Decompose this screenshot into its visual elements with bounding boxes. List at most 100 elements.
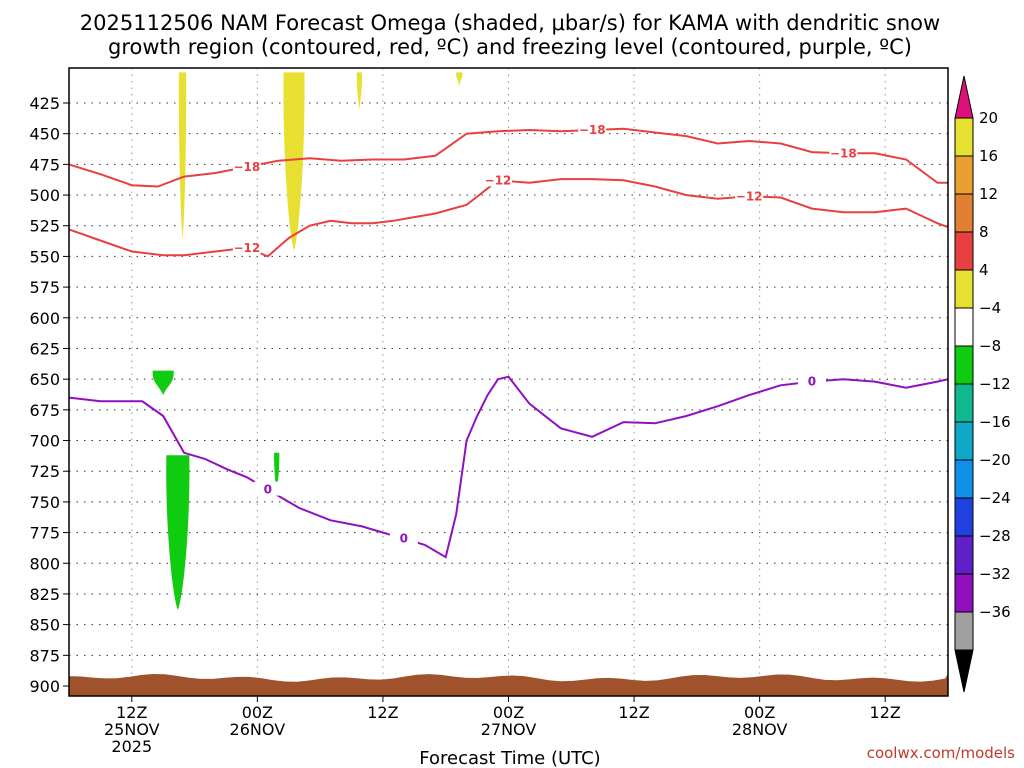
y-tick-label: 475	[29, 155, 60, 174]
colorbar-bin	[954, 535, 974, 575]
y-tick-label: 900	[29, 677, 60, 696]
x-tick-label: 12Z	[618, 703, 649, 722]
y-tick-label: 800	[29, 554, 60, 573]
omega-shade-region	[152, 370, 174, 396]
contours: −18 −18 −18 −12 −12 −12 0 0 0	[69, 122, 948, 559]
omega-shading	[152, 72, 463, 610]
colorbar-label: −8	[979, 337, 1001, 355]
x-tick-label: 2025	[111, 737, 152, 756]
omega-shade-region	[356, 72, 363, 110]
contour-label: −12	[485, 173, 512, 187]
colorbar-label: 16	[979, 147, 998, 165]
colorbar-label: 20	[979, 109, 998, 127]
contour-label: −18	[234, 160, 261, 174]
colorbar-label: −32	[979, 565, 1011, 583]
contour-label-bg	[484, 172, 513, 187]
chart-title-line-1: 2025112506 NAM Forecast Omega (shaded, μ…	[80, 11, 940, 35]
x-tick-label: 12Z	[367, 703, 398, 722]
colorbar-bin	[954, 345, 974, 385]
contour-line	[69, 375, 948, 559]
y-tick-label: 600	[29, 309, 60, 328]
x-tick-label: 26NOV	[230, 720, 286, 739]
colorbar-label: 4	[979, 261, 989, 279]
colorbar-bin	[954, 307, 974, 347]
x-axis-title: Forecast Time (UTC)	[419, 748, 600, 768]
colorbar-label: −4	[979, 299, 1001, 317]
contour-label: −12	[736, 189, 763, 203]
contour-label-bg	[253, 481, 282, 496]
x-tick-label: 00Z	[744, 703, 775, 722]
y-tick-label: 750	[29, 493, 60, 512]
colorbar-bin	[954, 459, 974, 499]
y-tick-label: 675	[29, 401, 60, 420]
colorbar-bin	[954, 231, 974, 271]
x-tick-label: 27NOV	[481, 720, 537, 739]
contour-label: 0	[808, 375, 816, 389]
contour-line	[69, 178, 948, 258]
omega-shade-region	[178, 72, 187, 239]
y-tick-label: 725	[29, 462, 60, 481]
omega-shade-region	[166, 455, 190, 610]
y-tick-label: 700	[29, 432, 60, 451]
x-tick-label: 00Z	[493, 703, 524, 722]
colorbar-bin	[954, 117, 974, 157]
y-tick-label: 875	[29, 646, 60, 665]
y-tick-label: 775	[29, 524, 60, 543]
y-tick-label: 425	[29, 94, 60, 113]
y-tick-label: 625	[29, 339, 60, 358]
colorbar-bin	[954, 497, 974, 537]
omega-shade-region	[274, 452, 280, 493]
y-tick-label: 850	[29, 616, 60, 635]
y-tick-label: 525	[29, 217, 60, 236]
contour-label: 0	[264, 483, 272, 497]
contour-label-bg	[797, 373, 826, 388]
credit-text: coolwx.com/models	[867, 744, 1015, 762]
colorbar-label: −16	[979, 413, 1011, 431]
contour-label: −18	[830, 146, 857, 160]
contour-line	[69, 127, 948, 188]
terrain	[69, 673, 948, 696]
y-tick-label: 500	[29, 186, 60, 205]
contour-label: −12	[234, 241, 261, 255]
terrain-band	[69, 673, 948, 696]
colorbar-top-arrow	[954, 75, 974, 119]
x-tick-label: 25NOV	[104, 720, 160, 739]
y-tick-label: 450	[29, 125, 60, 144]
contour-label-bg	[829, 145, 858, 160]
contour-label-bg	[232, 158, 261, 173]
y-tick-label: 550	[29, 247, 60, 266]
x-tick-label: 12Z	[870, 703, 901, 722]
x-tick-label: 28NOV	[732, 720, 788, 739]
x-tick-label: 00Z	[242, 703, 273, 722]
colorbar-bin	[954, 269, 974, 309]
colorbar-bin	[954, 573, 974, 613]
y-axis-ticks: 425 450 475 500 525 550 575 600 625 650 675 700 725 7…	[29, 94, 69, 696]
y-tick-label: 825	[29, 585, 60, 604]
colorbar-label: −12	[979, 375, 1011, 393]
x-tick-label: 12Z	[116, 703, 147, 722]
colorbar-bottom-arrow	[954, 649, 974, 693]
contour-label: 0	[400, 532, 408, 546]
contour-label-bg	[735, 188, 764, 203]
colorbar-label: 8	[979, 223, 989, 241]
colorbar-label: −20	[979, 451, 1011, 469]
colorbar-label: 12	[979, 185, 998, 203]
colorbar-label: −36	[979, 603, 1011, 621]
contour-label-bg	[389, 530, 418, 545]
colorbar-bin	[954, 155, 974, 195]
colorbar: 20 16 12 8 4 −4 −8 −12 −16 −20 −24 −28 −32 −36	[954, 75, 1011, 693]
y-tick-label: 575	[29, 278, 60, 297]
colorbar-bin	[954, 611, 974, 651]
contour-label: −18	[579, 123, 606, 137]
omega-shade-region	[456, 72, 463, 88]
y-tick-label: 650	[29, 370, 60, 389]
colorbar-bin	[954, 193, 974, 233]
colorbar-label: −28	[979, 527, 1011, 545]
colorbar-label: −24	[979, 489, 1011, 507]
contour-label-bg	[232, 239, 261, 254]
colorbar-bin	[954, 421, 974, 461]
contour-label-bg	[578, 122, 607, 137]
omega-shade-region	[283, 72, 305, 251]
